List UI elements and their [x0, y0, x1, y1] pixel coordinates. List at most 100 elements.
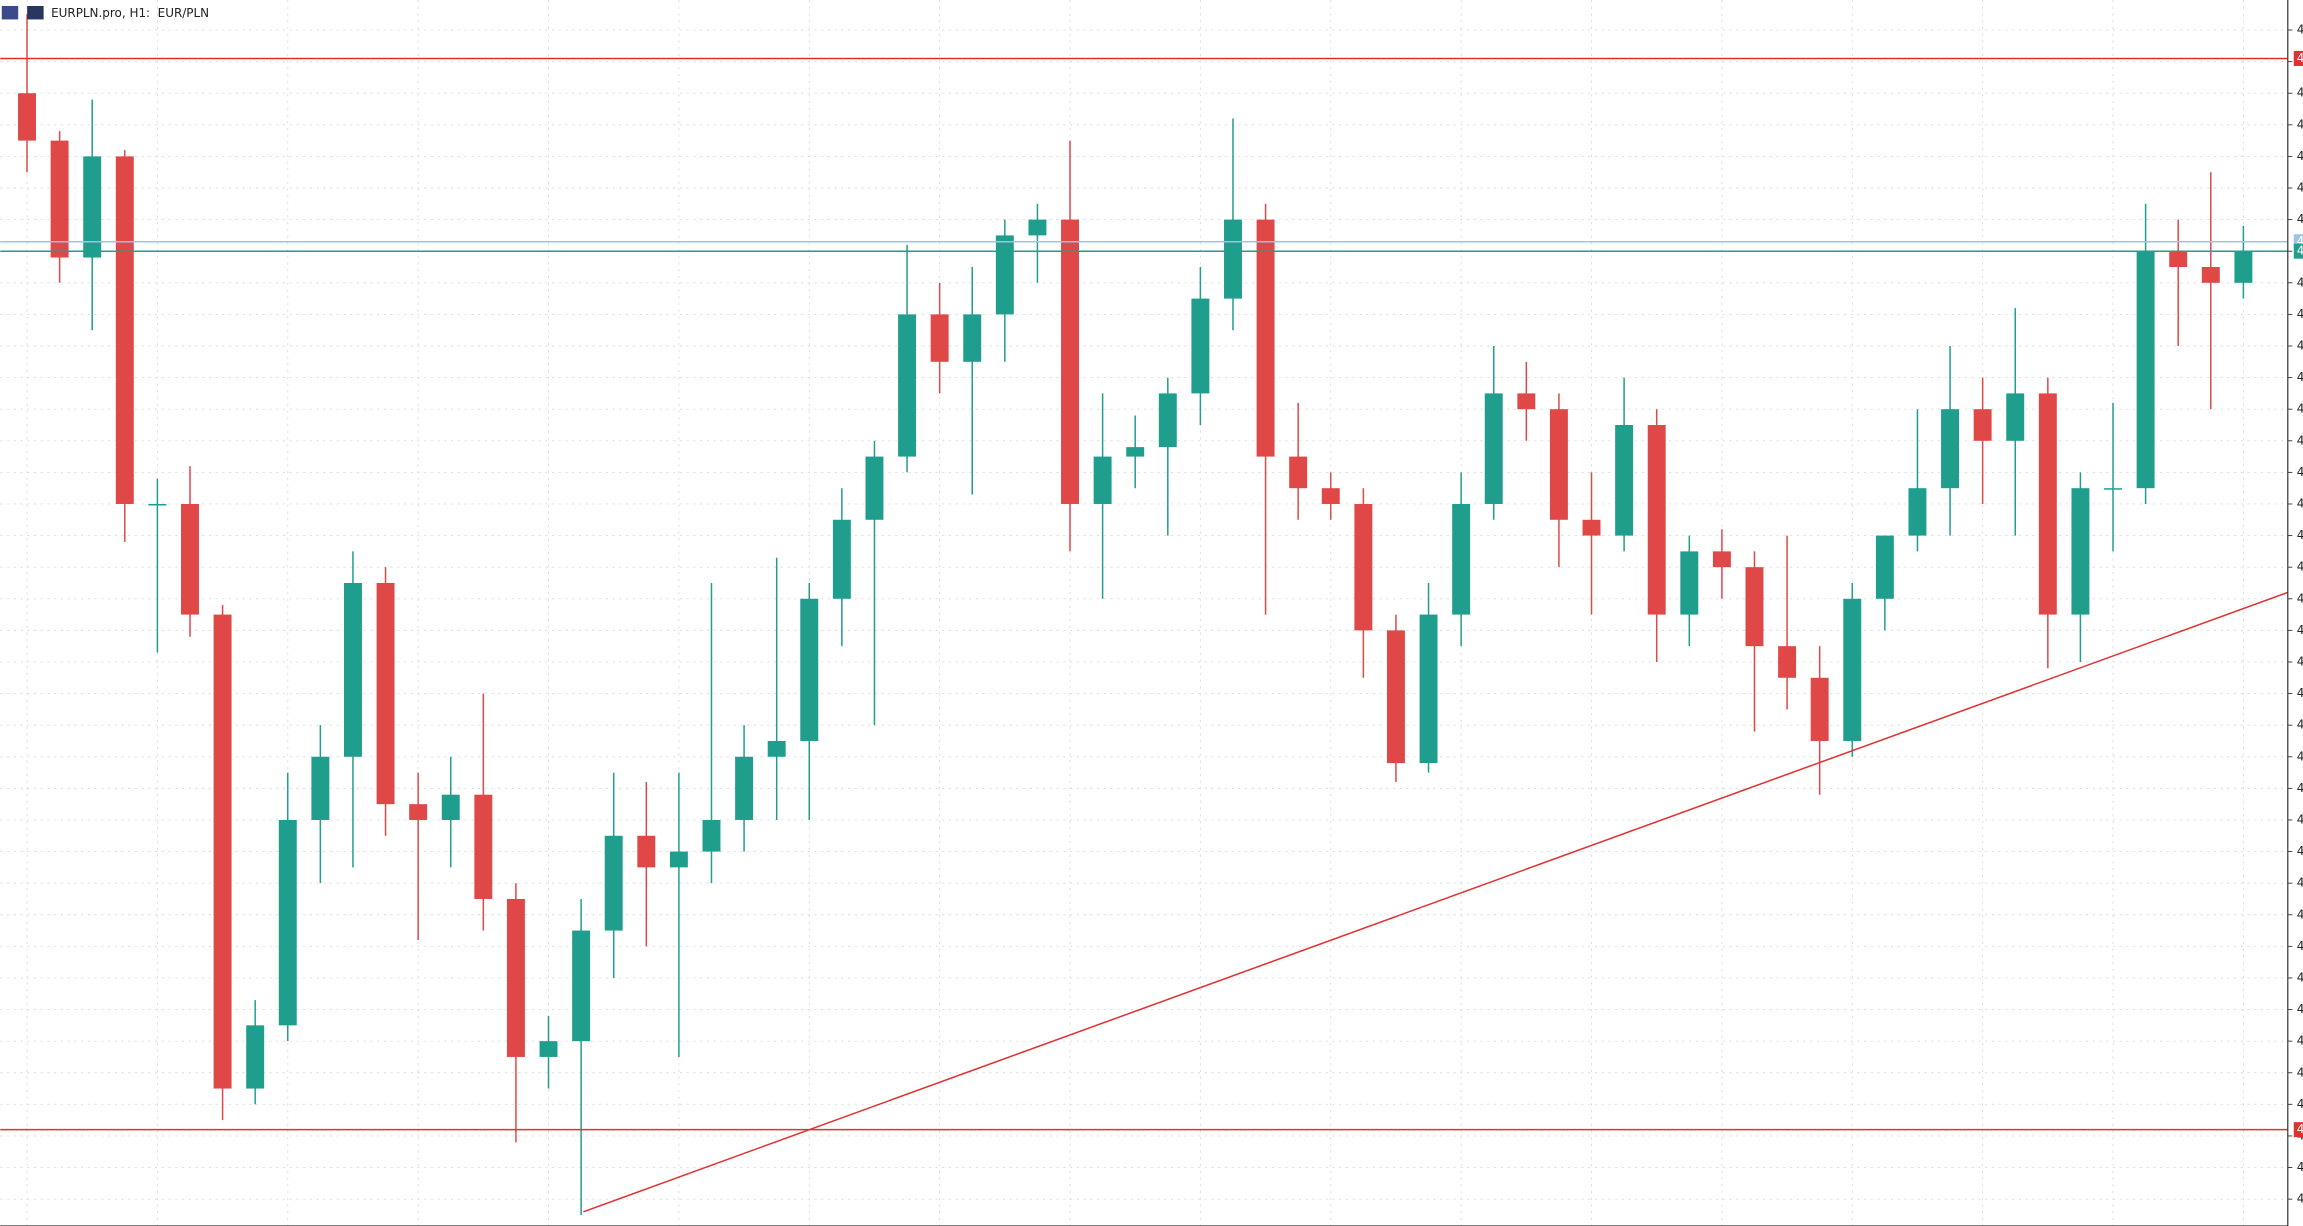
y-tick-label: 4.1950	[2297, 1160, 2303, 1174]
candle-body	[1028, 219, 1047, 236]
candle-body	[148, 503, 167, 506]
candle-body	[1843, 598, 1862, 741]
y-tick-label: 4.2250	[2297, 212, 2303, 226]
y-tick-label: 4.2200	[2297, 370, 2303, 384]
candle-body	[1810, 677, 1829, 741]
candle-body	[767, 740, 786, 757]
candle-body	[1615, 424, 1634, 536]
candle-body	[181, 503, 199, 615]
candle-body	[832, 519, 851, 599]
y-tick-label: 4.2050	[2297, 844, 2303, 858]
candle-body	[702, 819, 721, 852]
candle-body	[669, 851, 688, 868]
candle-body	[1680, 551, 1699, 615]
y-tick-label: 4.1970	[2297, 1097, 2303, 1111]
candle-body	[735, 756, 754, 820]
y-tick-label: 4.1980	[2297, 1065, 2303, 1079]
price-level-label: 4.2301	[2297, 51, 2303, 65]
price-level-tag	[2293, 1122, 2303, 1138]
candle-body	[604, 835, 623, 931]
candle-body	[1549, 409, 1568, 520]
price-level-label: 4.2243	[2297, 234, 2303, 248]
app-icon[interactable]	[1, 5, 19, 20]
candle-body	[1354, 503, 1373, 631]
candle-body	[474, 794, 493, 899]
candle-body	[1321, 488, 1340, 504]
y-tick-label: 4.2220	[2297, 307, 2303, 321]
y-tick-label: 4.2080	[2297, 749, 2303, 763]
marks	[0, 14, 2288, 1215]
candle-body	[1647, 424, 1666, 615]
y-tick-label: 4.2260	[2297, 181, 2303, 195]
candle-body	[115, 156, 134, 504]
candle-body	[800, 598, 819, 741]
candle-body	[1875, 535, 1894, 599]
candle-body	[2006, 393, 2025, 441]
y-tick-label: 4.2040	[2297, 876, 2303, 890]
y-tick-label: 4.2140	[2297, 560, 2303, 574]
candle-body	[1908, 488, 1927, 536]
candle-body	[1256, 219, 1275, 457]
candle-body	[2071, 488, 2090, 615]
price-level-tag	[2293, 234, 2303, 250]
candle-body	[995, 235, 1014, 315]
candle-body	[539, 1041, 558, 1057]
y-tick-label: 4.2290	[2297, 86, 2303, 100]
candle-body	[311, 756, 330, 820]
y-tick-label: 4.2110	[2297, 654, 2303, 668]
y-tick-label: 4.1940	[2297, 1192, 2303, 1206]
candle-body	[1224, 219, 1242, 299]
y-tick-label: 4.2090	[2297, 718, 2303, 732]
candle-body	[18, 93, 36, 141]
price-level-tag	[2293, 243, 2303, 259]
candle-body	[213, 614, 232, 1089]
candle-body	[930, 314, 949, 362]
y-tick-label: 4.1990	[2297, 1034, 2303, 1048]
candle-body	[2136, 251, 2155, 489]
candle-body	[376, 582, 395, 805]
y-tick-label: 4.2270	[2297, 149, 2303, 163]
candle-body	[506, 898, 525, 1057]
candle-body	[1158, 393, 1177, 448]
candle-body	[278, 819, 297, 1026]
candle-body	[1061, 219, 1079, 504]
y-tick-label: 4.2210	[2297, 338, 2303, 352]
candle-body	[637, 835, 656, 868]
y-tick-label: 4.2070	[2297, 781, 2303, 795]
candle-body	[2104, 488, 2122, 490]
price-level-label: 4.1962	[2297, 1122, 2303, 1136]
candle-body	[441, 794, 460, 820]
candle-body	[1712, 551, 1731, 568]
chart-icon[interactable]	[27, 5, 44, 20]
y-tick-label: 4.2000	[2297, 1002, 2303, 1016]
axes: 4.19404.19504.19604.19704.19804.19904.20…	[2287, 23, 2303, 1206]
candle-body	[1517, 393, 1536, 410]
y-tick-label: 4.2160	[2297, 496, 2303, 510]
y-tick-label: 4.2190	[2297, 402, 2303, 416]
y-tick-label: 4.2100	[2297, 686, 2303, 700]
candle-body	[1778, 646, 1797, 678]
candle-body	[1289, 456, 1308, 489]
candle-body	[1941, 409, 1960, 489]
trendline	[583, 591, 2288, 1213]
y-tick-label: 4.2310	[2297, 23, 2303, 37]
candle-body	[2201, 267, 2220, 283]
y-tick-label: 4.2180	[2297, 433, 2303, 447]
candle-body	[1191, 298, 1210, 394]
price-level-tag	[2293, 50, 2303, 66]
y-tick-label: 4.2230	[2297, 275, 2303, 289]
candle-body	[1745, 567, 1764, 647]
y-tick-label: 4.2170	[2297, 465, 2303, 479]
candle-body	[2234, 251, 2253, 283]
candle-body	[865, 456, 884, 520]
y-tick-label: 4.2130	[2297, 591, 2303, 605]
y-tick-label: 4.2280	[2297, 117, 2303, 131]
candle-body	[898, 314, 917, 457]
y-tick-label: 4.2150	[2297, 528, 2303, 542]
chart-title: EURPLN.pro, H1: EUR/PLN	[51, 6, 209, 20]
candle-body	[409, 804, 428, 820]
candle-body	[1126, 447, 1145, 457]
candle-body	[1484, 393, 1503, 504]
